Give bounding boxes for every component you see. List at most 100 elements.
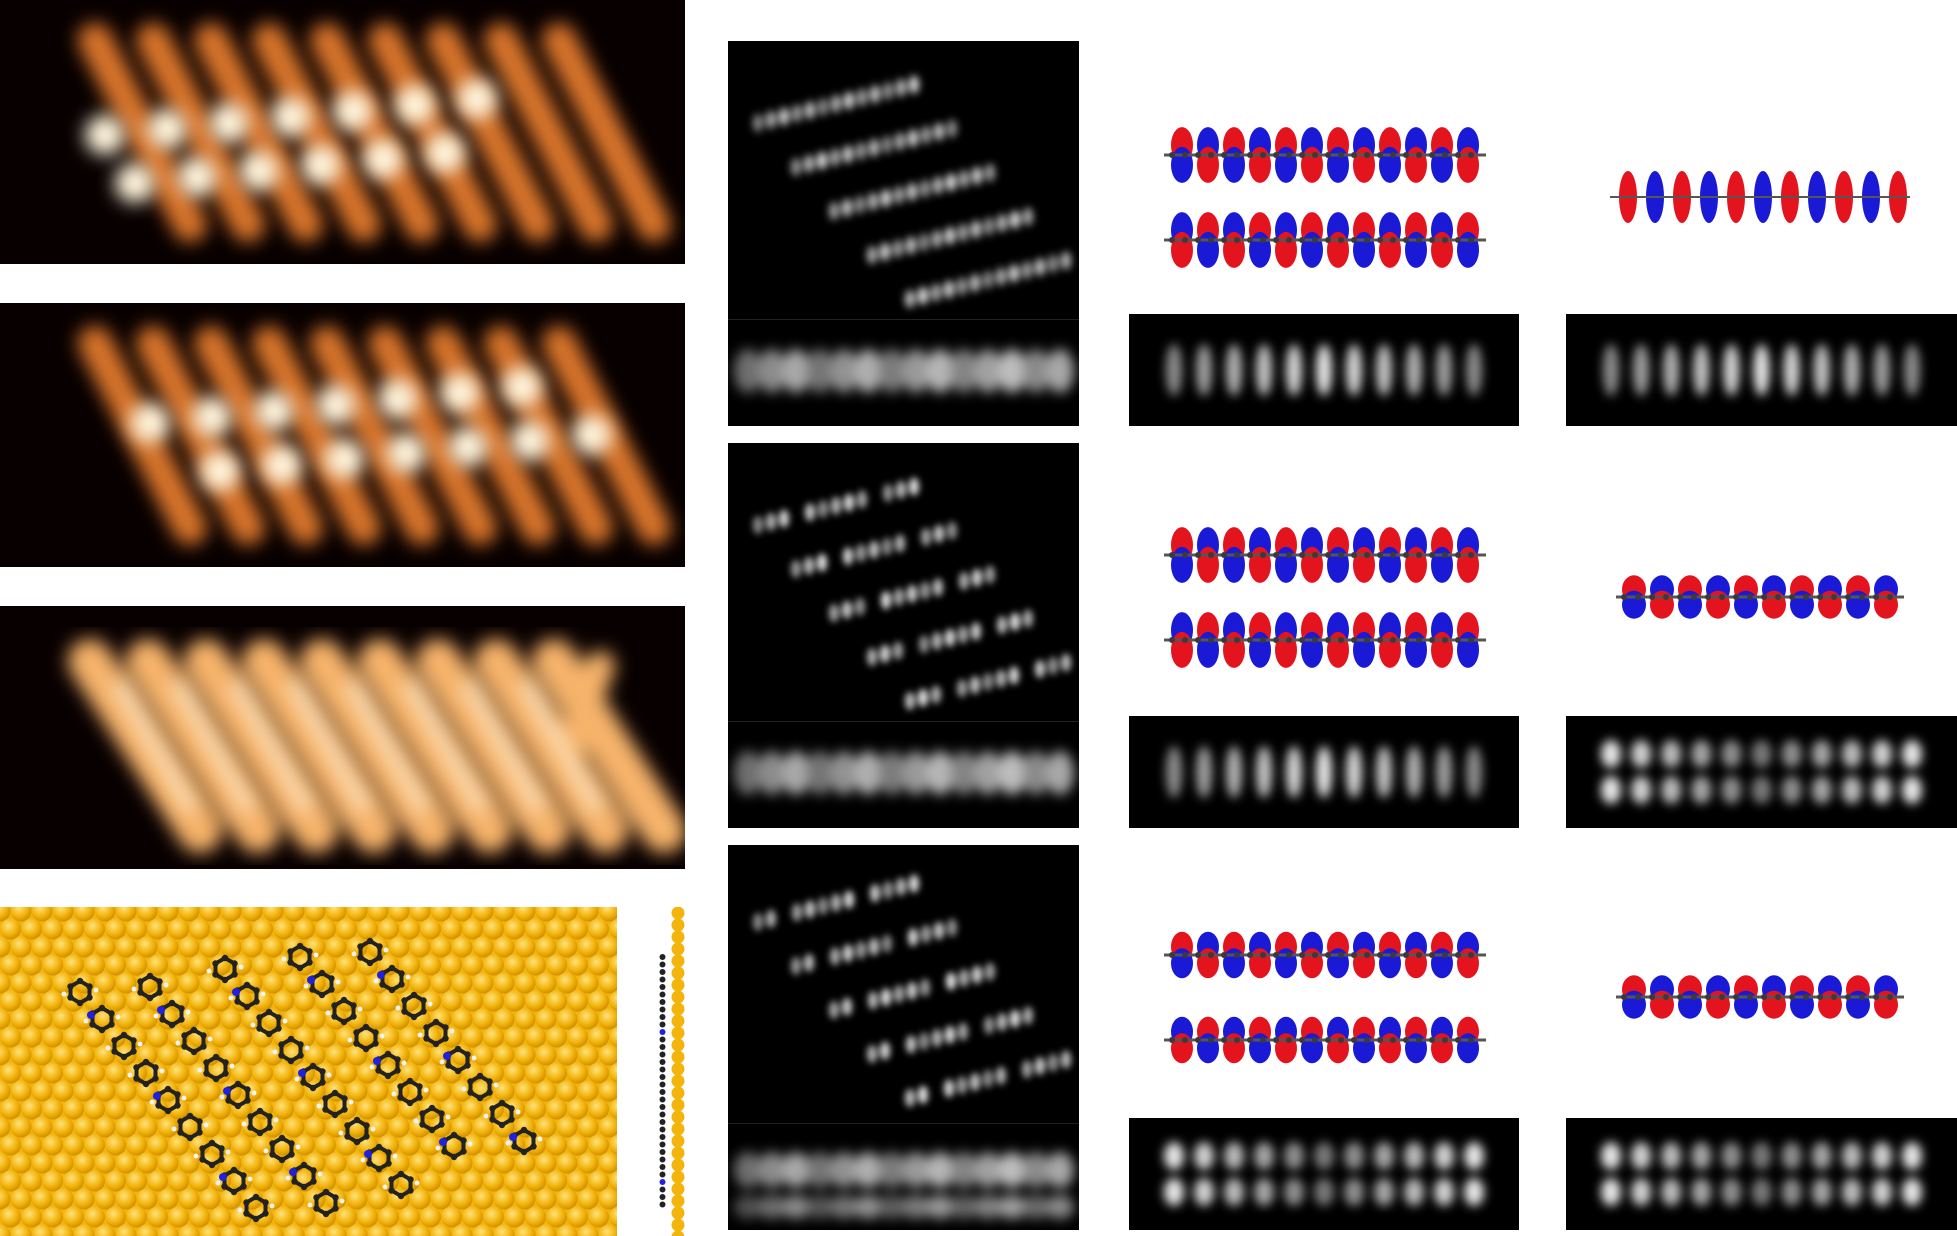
orbital-lobe <box>1431 232 1453 268</box>
sim-spot <box>881 988 891 1006</box>
orbital-lobe <box>1223 147 1245 183</box>
sim-spot <box>843 145 853 163</box>
map-spot <box>1166 746 1182 798</box>
map-spot <box>1872 1178 1892 1206</box>
sim-spot <box>984 217 994 235</box>
map-spot <box>1601 776 1621 804</box>
sim-spot <box>921 528 931 546</box>
orbital-single-1-map <box>1566 314 1957 426</box>
sim-spot <box>932 632 942 650</box>
orbital-lobe <box>1223 632 1245 668</box>
sim-spot <box>831 95 841 113</box>
stm-bright-spot <box>440 373 480 413</box>
stm-bright-spot <box>333 91 373 131</box>
stm-bright-spot <box>425 133 465 173</box>
sim-spot <box>1010 613 1020 631</box>
map-spot <box>1691 1178 1711 1206</box>
sim-spot <box>896 79 906 97</box>
sim-spot <box>970 676 980 694</box>
map-spot <box>1316 344 1332 396</box>
orbital-single-1 <box>1600 160 1920 235</box>
sim-spot <box>907 183 917 201</box>
model-top-view-svg <box>0 907 617 1236</box>
sim-spot <box>753 516 763 534</box>
map-spot <box>1164 1142 1184 1170</box>
sim-stm-2 <box>728 443 1079 828</box>
sim-spot <box>920 979 930 997</box>
stm-bright-spot <box>378 379 418 419</box>
orbital-lobe <box>1379 632 1401 668</box>
map-spot <box>1842 1142 1862 1170</box>
sim-spot <box>933 578 943 596</box>
sim-spot <box>805 900 815 918</box>
sim-spot <box>905 692 915 710</box>
map-spot <box>1784 344 1800 396</box>
orbital-lobe <box>1431 632 1453 668</box>
orbital-lobe <box>1457 147 1479 183</box>
orbital-pair-2 <box>1150 515 1500 680</box>
sim-spot <box>1010 211 1020 229</box>
sim-spot <box>830 148 840 166</box>
orbital-lobe <box>1249 1033 1271 1063</box>
sim-stm-1 <box>728 41 1079 426</box>
orbital-lobe <box>1405 632 1427 668</box>
orbital-lobe <box>1379 547 1401 583</box>
sim-spot <box>957 679 967 697</box>
sim-spot <box>894 588 904 606</box>
orbital-lobe <box>1353 547 1375 583</box>
sim-spot <box>1023 610 1033 628</box>
sim-spot <box>984 1016 994 1034</box>
map-spot <box>1344 1178 1364 1206</box>
sim-spot <box>905 1089 915 1107</box>
sim-spot <box>829 604 839 622</box>
map-spot <box>1314 1178 1334 1206</box>
map-spot <box>1872 776 1892 804</box>
sim-spot <box>842 998 852 1016</box>
sim-spot <box>883 82 893 100</box>
orbital-lobe <box>1301 1033 1323 1063</box>
sim-spot <box>1022 261 1032 279</box>
sim-spot <box>918 287 928 305</box>
orbital-single-3 <box>1600 960 1920 1035</box>
sim-spot <box>842 199 852 217</box>
orbital-lobe <box>1301 547 1323 583</box>
orbital-single-3-map <box>1566 1118 1957 1230</box>
sim-spot <box>882 136 892 154</box>
sim-spot <box>805 503 815 521</box>
map-spot <box>1226 746 1242 798</box>
orbital-pair-3-svg <box>1150 915 1500 1080</box>
orbital-pair-3-map-svg <box>1129 1118 1519 1230</box>
sim-spot <box>972 569 982 587</box>
sim-spot <box>985 164 995 182</box>
map-spot <box>1721 1178 1741 1206</box>
orbital-pair-2-svg <box>1150 515 1500 680</box>
sim-spot <box>867 1045 877 1063</box>
sim-spot <box>931 284 941 302</box>
map-spot <box>1782 1142 1802 1170</box>
map-spot <box>1196 746 1212 798</box>
sim-spot <box>932 1029 942 1047</box>
sim-spot <box>882 935 892 953</box>
sim-spot <box>870 85 880 103</box>
sim-spot <box>895 132 905 150</box>
map-spot <box>1314 1142 1334 1170</box>
sim-spot <box>957 1076 967 1094</box>
stm-bright-spot <box>502 367 542 407</box>
orbital-lobe <box>1327 632 1349 668</box>
sim-spot <box>919 635 929 653</box>
side-gold-column <box>672 907 685 1236</box>
stm-bright-spot <box>316 385 356 425</box>
sim-spot <box>804 155 814 173</box>
sim-spot <box>844 891 854 909</box>
orbital-pair-3 <box>1150 915 1500 1080</box>
map-spot <box>1752 740 1772 768</box>
orbital-lobe <box>1223 232 1245 268</box>
map-spot <box>1346 344 1362 396</box>
sim-spot <box>818 897 828 915</box>
sim-spot <box>905 290 915 308</box>
map-spot <box>1374 1142 1394 1170</box>
sim-spot <box>829 202 839 220</box>
stm-bright-spot <box>395 85 435 125</box>
map-spot <box>1434 1142 1454 1170</box>
orbital-lobe <box>1249 948 1271 978</box>
